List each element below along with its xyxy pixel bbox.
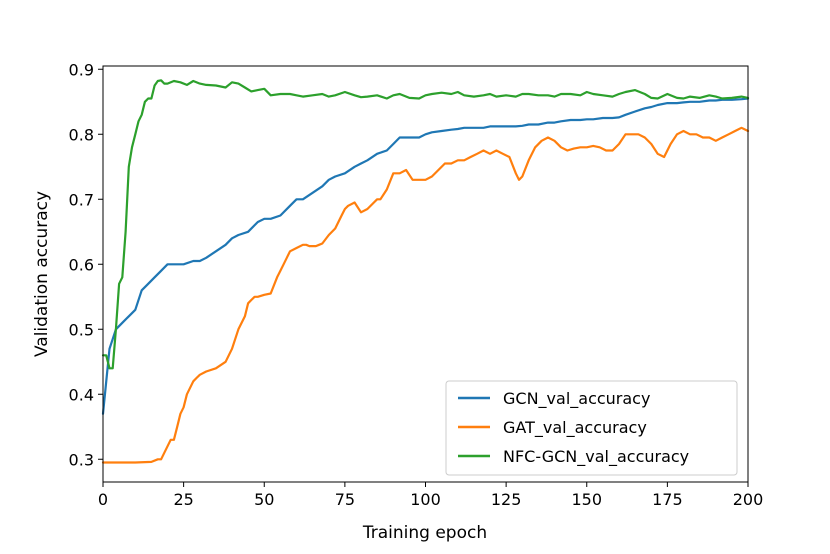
legend-label-2: NFC-GCN_val_accuracy xyxy=(503,447,689,467)
x-tick-label: 150 xyxy=(571,490,602,509)
x-tick-label: 125 xyxy=(491,490,522,509)
x-axis-label: Training epoch xyxy=(362,523,487,543)
x-tick-label: 75 xyxy=(335,490,355,509)
legend-frame xyxy=(445,380,738,476)
legend: GCN_val_accuracy GAT_val_accuracy NFC-GCN_… xyxy=(445,380,738,476)
y-tick-label: 0.9 xyxy=(69,60,94,79)
series-layer xyxy=(101,79,750,464)
series-line-0 xyxy=(101,97,750,415)
y-tick-label: 0.4 xyxy=(69,385,94,404)
x-tick-label: 25 xyxy=(173,490,193,509)
y-tick-label: 0.7 xyxy=(69,190,94,209)
x-tick-label: 100 xyxy=(410,490,441,509)
x-tick-label: 175 xyxy=(652,490,683,509)
y-tick-label: 0.5 xyxy=(69,320,94,339)
x-tick-label: 0 xyxy=(98,490,108,509)
x-tick-label: 200 xyxy=(733,490,764,509)
y-axis-label: Validation accuracy xyxy=(32,191,52,357)
series-line-1 xyxy=(101,126,750,464)
y-tick-label: 0.6 xyxy=(69,255,94,274)
series-line-2 xyxy=(101,79,750,370)
legend-label-0: GCN_val_accuracy xyxy=(503,389,650,409)
legend-items: GCN_val_accuracy GAT_val_accuracy NFC-GCN_… xyxy=(458,389,689,467)
y-tick-label: 0.8 xyxy=(69,125,94,144)
x-tick-label: 50 xyxy=(254,490,274,509)
legend-label-1: GAT_val_accuracy xyxy=(503,418,647,438)
ticks-layer: 0 25 50 75 100 125 150 175 200 0.3 0.4 0.5 0.6 0.7 0.8… xyxy=(69,60,764,509)
y-tick-label: 0.3 xyxy=(69,450,94,469)
